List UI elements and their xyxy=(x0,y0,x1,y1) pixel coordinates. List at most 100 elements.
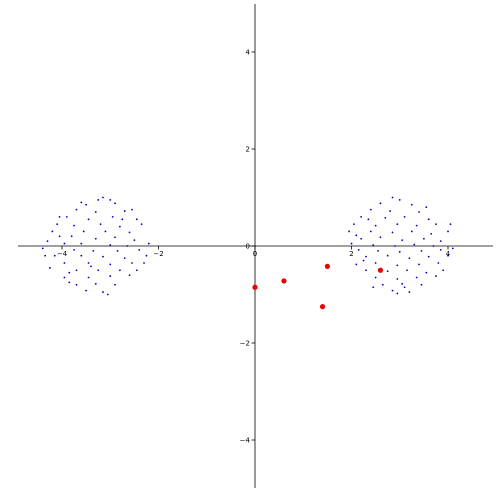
blue-data-point xyxy=(369,208,372,211)
blue-data-point xyxy=(430,232,433,235)
blue-data-point xyxy=(143,262,145,264)
blue-data-point xyxy=(123,210,126,212)
blue-data-point xyxy=(119,269,121,272)
blue-data-point xyxy=(391,196,394,199)
blue-data-point xyxy=(114,283,116,286)
blue-data-point xyxy=(41,247,44,250)
blue-data-point xyxy=(422,237,425,240)
blue-data-point xyxy=(63,276,66,279)
blue-data-point xyxy=(97,199,100,201)
y-tick-label: 4 xyxy=(246,49,251,57)
blue-data-point xyxy=(401,239,404,242)
x-tick-label: 4 xyxy=(446,250,451,258)
blue-data-point xyxy=(398,250,401,253)
blue-data-point xyxy=(391,289,394,292)
blue-data-point xyxy=(44,254,47,257)
blue-data-point xyxy=(396,278,399,280)
red-data-point xyxy=(377,267,384,273)
blue-data-point xyxy=(73,248,75,251)
blue-data-point xyxy=(413,243,416,246)
blue-data-point xyxy=(135,218,138,221)
blue-data-point xyxy=(85,203,88,206)
blue-data-point xyxy=(398,199,401,201)
blue-data-point xyxy=(145,254,148,257)
blue-data-point xyxy=(94,237,97,240)
blue-data-point xyxy=(51,230,54,233)
blue-data-point xyxy=(355,234,358,237)
blue-data-point xyxy=(128,274,131,276)
blue-data-point xyxy=(63,262,66,264)
axes xyxy=(18,4,493,488)
blue-data-point xyxy=(348,230,350,233)
blue-data-point xyxy=(138,248,141,251)
blue-data-point xyxy=(53,254,56,257)
blue-data-point xyxy=(94,282,97,285)
blue-data-point xyxy=(102,196,104,199)
blue-data-point xyxy=(49,266,51,269)
blue-data-point xyxy=(116,249,119,252)
blue-data-point xyxy=(75,208,78,211)
blue-data-point xyxy=(410,230,413,233)
blue-data-point xyxy=(427,255,430,258)
blue-data-point xyxy=(391,231,394,234)
blue-data-point xyxy=(415,224,418,227)
blue-data-point xyxy=(394,245,396,247)
blue-data-point xyxy=(449,223,452,226)
blue-data-point xyxy=(374,262,377,264)
blue-data-point xyxy=(355,263,358,266)
blue-data-point xyxy=(133,239,136,242)
blue-data-point xyxy=(85,289,88,292)
blue-data-point xyxy=(99,223,102,226)
blue-data-point xyxy=(425,271,428,274)
blue-data-point xyxy=(427,218,430,221)
blue-data-point xyxy=(369,230,372,233)
blue-data-point xyxy=(68,281,71,284)
y-tick-label: 2 xyxy=(246,146,250,154)
blue-data-point xyxy=(439,248,442,251)
blue-data-point xyxy=(379,202,382,205)
blue-data-point xyxy=(87,276,90,279)
data-points xyxy=(41,196,454,310)
blue-data-point xyxy=(410,203,413,206)
blue-data-point xyxy=(114,236,116,239)
x-tick-label: 0 xyxy=(253,250,257,258)
blue-data-point xyxy=(437,262,440,264)
blue-data-point xyxy=(104,230,107,233)
blue-data-point xyxy=(102,291,104,293)
blue-data-point xyxy=(80,201,83,204)
blue-data-point xyxy=(396,264,399,267)
blue-data-point xyxy=(92,249,95,252)
blue-data-point xyxy=(121,218,124,221)
blue-data-point xyxy=(415,276,418,279)
blue-data-point xyxy=(357,248,360,251)
blue-data-point xyxy=(418,211,420,213)
blue-data-point xyxy=(70,235,73,238)
ticks: −4 −2 0 2 4 −4 −2 0 2 4 xyxy=(57,49,451,445)
blue-data-point xyxy=(418,263,420,266)
blue-data-point xyxy=(372,286,375,289)
blue-data-point xyxy=(362,259,365,262)
blue-data-point xyxy=(111,216,114,218)
y-tick-label: −4 xyxy=(240,437,251,445)
blue-data-point xyxy=(87,218,90,221)
blue-data-point xyxy=(360,216,363,218)
blue-data-point xyxy=(350,242,353,245)
blue-data-point xyxy=(435,275,437,277)
blue-data-point xyxy=(447,254,449,257)
blue-data-point xyxy=(114,202,116,205)
blue-data-point xyxy=(365,269,367,272)
blue-data-point xyxy=(73,224,75,227)
blue-data-point xyxy=(147,242,150,245)
blue-data-point xyxy=(106,293,109,296)
red-data-point xyxy=(319,304,326,310)
blue-data-point xyxy=(432,245,435,247)
blue-data-point xyxy=(65,216,68,218)
blue-data-point xyxy=(396,292,399,295)
blue-data-point xyxy=(56,223,59,226)
blue-data-point xyxy=(46,240,49,243)
x-tick-label: −4 xyxy=(57,250,68,258)
blue-data-point xyxy=(58,235,61,238)
blue-data-point xyxy=(406,269,408,272)
blue-data-point xyxy=(97,269,100,272)
blue-data-point xyxy=(68,271,71,274)
